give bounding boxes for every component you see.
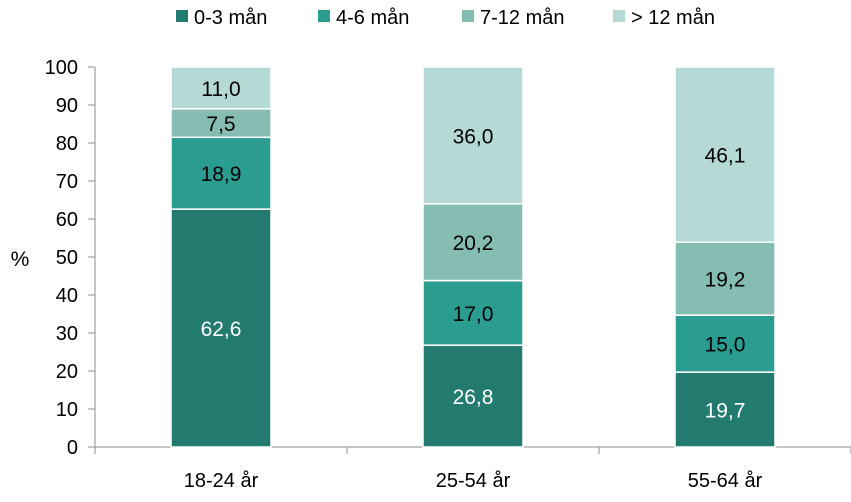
y-tick-label: 10 — [56, 399, 78, 421]
x-category-label: 18-24 år — [184, 470, 259, 492]
bar-segment — [422, 344, 524, 448]
bar-data-label: 7,5 — [206, 113, 235, 136]
bar-data-label: 17,0 — [453, 303, 494, 326]
y-tick-label: 40 — [56, 285, 78, 307]
y-tick-label: 0 — [67, 437, 78, 459]
bar-segment — [674, 241, 776, 316]
bar-segment — [422, 66, 524, 205]
legend-swatch — [613, 10, 625, 22]
legend: 0-3 mån 4-6 mån 7-12 mån > 12 mån — [176, 7, 715, 29]
y-tick-label: 20 — [56, 361, 78, 383]
legend-swatch — [462, 10, 474, 22]
y-tick-label: 90 — [56, 95, 78, 117]
bar-segment — [170, 66, 272, 110]
bar-segment — [422, 279, 524, 346]
bar-segment — [170, 208, 272, 448]
bar-data-label: 62,6 — [201, 318, 242, 341]
bar-data-label: 36,0 — [453, 125, 494, 148]
bar-segment — [674, 371, 776, 448]
x-category-label: 55-64 år — [688, 470, 763, 492]
legend-swatch — [318, 10, 330, 22]
y-tick-label: 50 — [56, 247, 78, 269]
x-category-label: 25-54 år — [436, 470, 511, 492]
legend-label: > 12 mån — [631, 7, 715, 29]
bar-data-label: 19,7 — [705, 400, 746, 423]
bar-data-label: 19,2 — [705, 269, 746, 292]
bar-data-label: 46,1 — [705, 145, 746, 168]
y-tick-label: 70 — [56, 171, 78, 193]
y-tick-label: 80 — [56, 133, 78, 155]
legend-label: 7-12 mån — [480, 7, 565, 29]
bar-data-label: 15,0 — [705, 334, 746, 357]
bar-segment — [170, 136, 272, 210]
y-axis-label: % — [11, 248, 30, 271]
bars: 62,6 18,9 7,5 11,0 26,8 17,0 20,2 36,0 19,7 15,0 1… — [170, 66, 776, 448]
y-tick-label: 30 — [56, 323, 78, 345]
x-axis: 18-24 år 25-54 år 55-64 år — [94, 446, 851, 492]
legend-swatch — [176, 10, 188, 22]
y-tick-label: 100 — [45, 57, 78, 79]
legend-label: 0-3 mån — [194, 7, 267, 29]
bar-data-label: 26,8 — [453, 386, 494, 409]
bar-segment — [170, 108, 272, 139]
bar-segment — [674, 66, 776, 243]
y-tick-label: 60 — [56, 209, 78, 231]
y-axis: 0 10 20 30 40 50 60 70 80 90 100 — [45, 57, 96, 459]
bar-data-label: 11,0 — [201, 78, 240, 101]
bar-segment — [674, 314, 776, 373]
bar-data-label: 20,2 — [453, 232, 494, 255]
legend-label: 4-6 mån — [336, 7, 409, 29]
bar-data-label: 18,9 — [201, 163, 242, 186]
